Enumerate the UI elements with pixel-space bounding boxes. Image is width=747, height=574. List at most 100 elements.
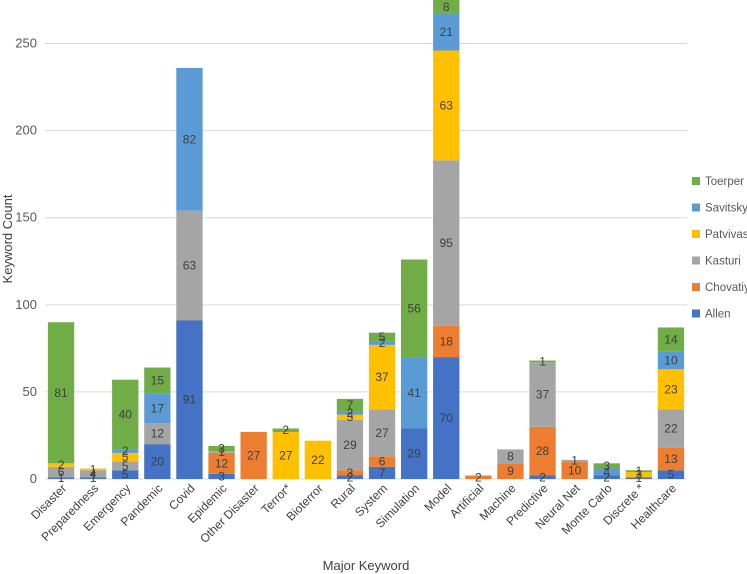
bar-segment bbox=[208, 451, 235, 453]
data-label: 3 bbox=[347, 410, 354, 424]
data-label: 21 bbox=[440, 25, 454, 39]
data-label: 41 bbox=[407, 386, 421, 400]
data-label: 63 bbox=[440, 98, 454, 112]
bar-segment bbox=[112, 449, 139, 453]
legend: Toerper Savitsky Patvivastiri Kasturi Chovat… bbox=[692, 176, 747, 321]
bar-segment bbox=[433, 160, 460, 326]
data-label: 12 bbox=[151, 427, 165, 441]
data-label: 22 bbox=[664, 421, 678, 435]
data-label: 15 bbox=[151, 374, 165, 388]
legend-label: Savitsky bbox=[705, 203, 747, 215]
bar-segment bbox=[593, 468, 620, 476]
legend-swatch bbox=[692, 177, 700, 185]
bar-segment bbox=[368, 466, 396, 479]
bar-segment bbox=[368, 456, 396, 467]
y-tick-label: 250 bbox=[15, 36, 37, 51]
y-axis-title: Keyword Count bbox=[0, 194, 15, 283]
bar-segment bbox=[176, 210, 203, 321]
bar-segment bbox=[79, 477, 107, 479]
bar-segment bbox=[144, 393, 171, 424]
data-label: 27 bbox=[279, 448, 293, 462]
data-label: 91 bbox=[183, 393, 197, 407]
legend-swatch bbox=[692, 230, 700, 238]
y-axis-ticks: 0 50 100 150 200 250 bbox=[15, 36, 37, 486]
bar-segment bbox=[400, 428, 428, 479]
bars bbox=[47, 0, 685, 479]
bar-segment bbox=[336, 475, 364, 479]
data-label: 63 bbox=[183, 259, 197, 273]
bar-segment bbox=[47, 466, 75, 478]
bar-segment bbox=[657, 409, 685, 448]
bar-segment bbox=[625, 477, 653, 479]
bar-segment bbox=[625, 472, 653, 478]
bar-segment bbox=[240, 431, 267, 479]
bar-segment bbox=[593, 475, 620, 479]
data-label: 95 bbox=[440, 236, 454, 250]
bar-segment bbox=[144, 444, 171, 479]
y-tick-label: 50 bbox=[23, 384, 37, 399]
y-tick-label: 100 bbox=[15, 297, 37, 312]
data-label: 5 bbox=[122, 459, 129, 473]
bar-segment bbox=[112, 379, 139, 450]
bar-segment bbox=[433, 0, 460, 14]
bar-segment bbox=[208, 452, 235, 474]
data-label: 28 bbox=[536, 444, 550, 458]
data-label: 3 bbox=[218, 442, 225, 456]
data-label: 6 bbox=[58, 465, 65, 479]
bar-segment bbox=[657, 447, 685, 471]
data-label: 3 bbox=[347, 466, 354, 480]
bar-segment bbox=[336, 419, 364, 471]
data-label: 3 bbox=[218, 469, 225, 483]
data-label: 3 bbox=[636, 468, 643, 482]
bar-segment bbox=[176, 67, 203, 211]
data-label: 2 bbox=[58, 458, 65, 472]
bar-segment bbox=[176, 320, 203, 479]
data-label: 23 bbox=[664, 382, 678, 396]
bar-segment bbox=[112, 470, 139, 479]
data-label: 4 bbox=[603, 465, 610, 479]
data-label: 8 bbox=[443, 0, 450, 14]
bar-segment bbox=[529, 360, 556, 363]
data-label: 5 bbox=[122, 468, 129, 482]
bar-segment bbox=[272, 428, 299, 432]
bar-segment bbox=[657, 369, 685, 410]
data-label: 1 bbox=[90, 462, 97, 476]
data-label: 1 bbox=[636, 471, 643, 485]
bar-segment bbox=[336, 398, 364, 412]
legend-label: Allen bbox=[705, 309, 731, 321]
data-label: 22 bbox=[311, 453, 325, 467]
data-label: 5 bbox=[668, 468, 675, 482]
legend-label: Patvivastiri bbox=[705, 229, 747, 241]
bar-segment bbox=[400, 259, 428, 358]
legend-label: Chovatiya bbox=[705, 282, 747, 294]
data-label: 2 bbox=[539, 470, 546, 484]
bar-segment bbox=[368, 344, 396, 410]
bar-segment bbox=[433, 357, 460, 479]
data-label: 37 bbox=[536, 388, 550, 402]
bar-segment bbox=[433, 50, 460, 161]
bar-segment bbox=[433, 325, 460, 358]
data-label: 12 bbox=[215, 456, 229, 470]
data-label: 1 bbox=[571, 454, 578, 468]
bar-segment bbox=[208, 445, 235, 452]
bar-segment bbox=[47, 322, 75, 464]
gridlines bbox=[45, 43, 687, 480]
bar-segment bbox=[657, 351, 685, 370]
y-tick-label: 200 bbox=[15, 123, 37, 138]
x-axis-title: Major Keyword bbox=[323, 558, 410, 573]
bar-segment bbox=[144, 367, 171, 394]
bar-segment bbox=[47, 477, 75, 479]
bar-segment bbox=[336, 414, 364, 420]
bar-segment bbox=[368, 332, 396, 342]
bar-segment bbox=[465, 475, 492, 479]
data-label: 40 bbox=[119, 408, 133, 422]
data-label: 2 bbox=[347, 406, 354, 420]
bar-segment bbox=[529, 426, 556, 476]
legend-swatch bbox=[692, 256, 700, 265]
bar-segment bbox=[561, 459, 588, 462]
bar-segment bbox=[593, 463, 620, 469]
data-label: 2 bbox=[603, 470, 610, 484]
data-label: 29 bbox=[407, 447, 421, 461]
bar-segment bbox=[497, 463, 524, 479]
